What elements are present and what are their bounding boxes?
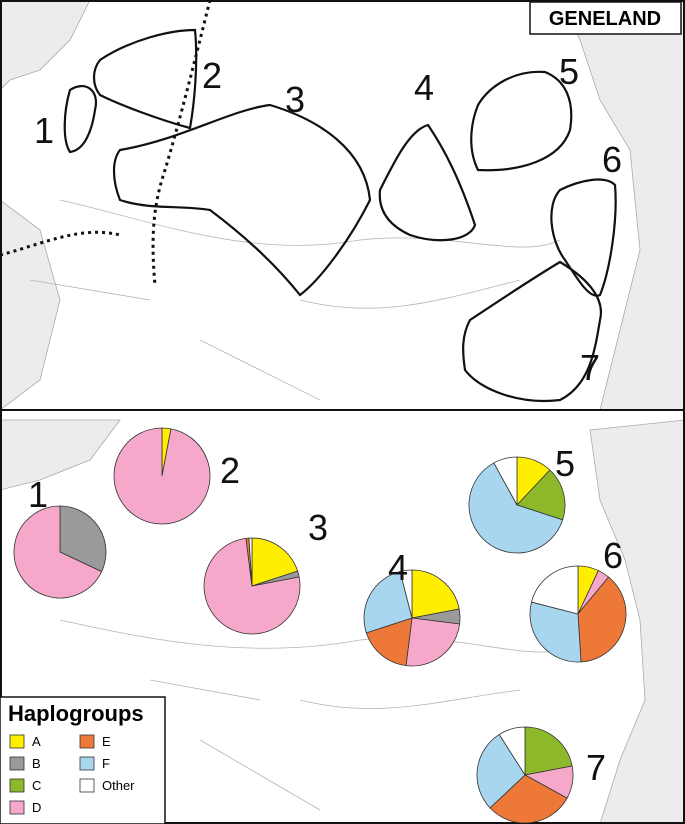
legend-label: Other	[102, 778, 135, 793]
pie-slice	[59, 505, 107, 573]
pie-slice	[13, 505, 103, 599]
legend-label: B	[32, 756, 41, 771]
title: GENELAND	[549, 8, 661, 30]
pie-slice	[468, 462, 564, 554]
legend-label: D	[32, 800, 41, 815]
legend-label: A	[32, 734, 41, 749]
cluster-outline	[550, 178, 617, 297]
legend-swatch	[9, 778, 25, 793]
pie-label: 7	[586, 747, 606, 788]
cluster-outline	[112, 103, 372, 297]
border	[59, 619, 561, 811]
pie-slice	[365, 617, 413, 667]
dotted-line	[0, 0, 212, 286]
pie-slice	[399, 569, 413, 619]
cluster-outline	[63, 85, 98, 154]
legend-swatch	[79, 756, 95, 771]
pie-slice	[248, 537, 253, 587]
cluster-label: 7	[580, 347, 600, 388]
legend-title: Haplogroups	[8, 701, 144, 726]
legend-swatch	[9, 756, 25, 771]
pie-slice	[251, 537, 299, 587]
cluster-label: 4	[414, 67, 434, 108]
pie-slice	[363, 571, 413, 634]
pie-slice	[493, 456, 518, 506]
legend-label: F	[102, 756, 110, 771]
pie-slice	[405, 617, 461, 667]
cluster-label: 1	[34, 110, 54, 151]
legend-swatch	[9, 800, 25, 815]
cluster-label: 5	[559, 51, 579, 92]
title-box	[529, 1, 682, 35]
legend-swatch	[79, 734, 95, 749]
pie-slice	[577, 576, 627, 663]
land	[0, 199, 61, 411]
land	[559, 0, 685, 411]
pie-slice	[529, 601, 582, 663]
land	[0, 419, 121, 491]
cluster-outline	[378, 123, 477, 242]
cluster-outline	[470, 70, 573, 172]
pie-label: 1	[28, 474, 48, 515]
pie-slice	[498, 726, 526, 777]
map-top	[0, 0, 685, 410]
legend-label: C	[32, 778, 41, 793]
pie-slice	[411, 569, 460, 619]
pie-slice	[476, 733, 526, 809]
legend-label: E	[102, 734, 111, 749]
pie-label: 3	[308, 507, 328, 548]
pie-slice	[489, 774, 568, 824]
cluster-label: 6	[602, 139, 622, 180]
cluster-outline	[462, 260, 603, 402]
pie-slice	[113, 427, 211, 525]
cluster-label: 2	[202, 55, 222, 96]
cluster-labels: 1 2 3 4 5 6 7	[34, 51, 622, 388]
pie-slice	[203, 537, 301, 635]
pie-label: 4	[388, 547, 408, 588]
cluster-label: 3	[285, 79, 305, 120]
legend-swatch	[9, 734, 25, 749]
cluster-outline	[92, 28, 198, 130]
border	[29, 199, 561, 401]
pie-label: 6	[603, 535, 623, 576]
land	[589, 419, 685, 824]
pie-slice	[531, 565, 579, 615]
pie-label: 2	[220, 450, 240, 491]
pies: 1 2 3 4 5 6 7	[13, 427, 627, 824]
land	[0, 0, 91, 91]
pie-label: 5	[555, 443, 575, 484]
legend-swatch	[79, 778, 95, 793]
pie-slice	[524, 726, 573, 776]
pie-slice	[516, 469, 566, 521]
